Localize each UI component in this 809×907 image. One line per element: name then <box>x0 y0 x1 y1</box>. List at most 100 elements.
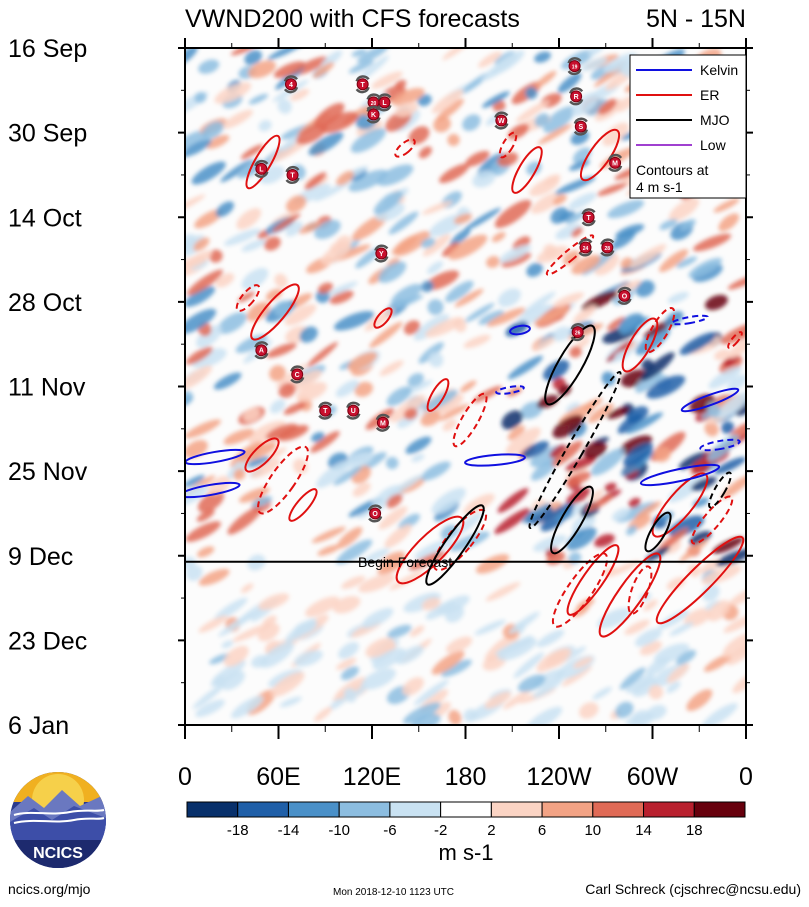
wave-contour <box>250 283 300 341</box>
anomaly-patch <box>486 256 500 268</box>
colorbar-swatch <box>490 801 543 818</box>
anomaly-patch <box>485 582 521 602</box>
anomaly-patch <box>543 244 557 258</box>
wave-contour <box>185 481 241 499</box>
anomaly-patch <box>478 51 502 68</box>
y-tick-label: 11 Nov <box>8 374 86 402</box>
anomaly-patch <box>350 128 386 153</box>
anomaly-patch <box>378 261 407 283</box>
anomaly-patch <box>231 695 264 719</box>
anomaly-patch <box>248 60 277 79</box>
anomaly-patch <box>223 645 249 667</box>
anomaly-patch <box>558 384 572 396</box>
anomaly-patch <box>336 539 373 565</box>
anomaly-patch <box>357 55 390 82</box>
wave-contour <box>708 471 732 509</box>
anomaly-patch <box>594 534 615 548</box>
colorbar-tick-label: -6 <box>383 822 396 839</box>
colorbar-swatch <box>237 801 289 818</box>
anomaly-patch <box>238 487 270 503</box>
anomaly-patch <box>265 423 298 441</box>
anomaly-patch <box>403 702 441 725</box>
anomaly-patch <box>713 198 740 213</box>
anomaly-patch <box>345 452 374 469</box>
anomaly-patch <box>704 294 728 311</box>
anomaly-patch <box>230 48 258 56</box>
anomaly-patch <box>692 497 709 508</box>
wave-contour <box>288 488 318 522</box>
anomaly-patch <box>317 544 341 556</box>
anomaly-patch <box>505 427 541 456</box>
anomaly-patch <box>343 688 357 703</box>
anomaly-patch <box>495 638 534 656</box>
anomaly-patch <box>314 706 333 722</box>
anomaly-patch <box>657 527 689 553</box>
anomaly-patch <box>193 237 210 252</box>
anomaly-patch <box>201 121 224 140</box>
wave-contour <box>655 535 745 625</box>
anomaly-patch <box>521 503 550 524</box>
anomaly-patch <box>394 79 407 89</box>
anomaly-patch <box>308 132 344 156</box>
storm-marker: L <box>377 93 392 112</box>
anomaly-patch <box>615 701 634 719</box>
anomaly-patch <box>185 286 216 307</box>
anomaly-patch <box>585 495 613 512</box>
anomaly-patch <box>241 239 266 252</box>
wave-contour <box>639 463 721 487</box>
anomaly-patch <box>387 474 424 497</box>
legend-label-kelvin: Kelvin <box>700 62 738 78</box>
anomaly-patch <box>634 501 662 520</box>
anomaly-patch <box>264 236 281 251</box>
anomaly-patch <box>529 177 560 197</box>
anomaly-patch <box>185 440 208 459</box>
anomaly-patch <box>413 679 449 706</box>
wave-contour <box>680 387 740 413</box>
anomaly-patch <box>553 292 584 308</box>
anomaly-patch <box>285 618 317 643</box>
anomaly-patch <box>390 395 426 423</box>
anomaly-patch <box>296 382 327 402</box>
anomaly-patch <box>494 51 515 65</box>
wave-contour <box>495 385 525 395</box>
anomaly-patch <box>571 92 599 117</box>
anomaly-patch <box>221 640 234 649</box>
anomaly-patch <box>196 509 215 522</box>
anomaly-patch <box>387 624 412 639</box>
anomaly-patch <box>603 53 637 73</box>
wave-contour <box>544 324 596 406</box>
anomaly-patch <box>481 91 510 108</box>
anomaly-patch <box>535 70 557 88</box>
wave-contour <box>627 565 653 615</box>
anomaly-patch <box>462 114 481 131</box>
anomaly-patch <box>311 432 325 442</box>
legend-label-mjo: MJO <box>700 112 730 128</box>
anomaly-patch <box>532 678 563 699</box>
colorbar-swatch <box>693 801 746 818</box>
anomaly-patch <box>629 713 655 725</box>
storm-marker: U <box>346 401 361 420</box>
anomaly-patch <box>507 425 525 441</box>
wave-contour <box>727 331 743 349</box>
colorbar-swatch <box>287 801 340 818</box>
anomaly-patch <box>579 702 599 719</box>
anomaly-patch <box>552 194 567 206</box>
anomaly-patch <box>223 428 255 445</box>
wave-contour <box>395 515 465 585</box>
anomaly-patch <box>435 98 464 122</box>
anomaly-patch <box>185 521 221 542</box>
anomaly-patch <box>658 609 690 630</box>
anomaly-patch <box>236 208 262 230</box>
anomaly-patch <box>667 291 689 304</box>
anomaly-patch <box>258 120 272 132</box>
anomaly-patch <box>442 48 473 61</box>
anomaly-patch <box>246 301 270 322</box>
anomaly-patch <box>533 306 570 326</box>
anomaly-patch <box>607 317 626 331</box>
wave-contour <box>464 453 526 467</box>
anomaly-patch <box>425 270 460 291</box>
anomaly-patch <box>348 169 388 192</box>
storm-label: T <box>323 408 328 415</box>
anomaly-patch <box>428 351 444 368</box>
anomaly-patch <box>191 348 227 368</box>
